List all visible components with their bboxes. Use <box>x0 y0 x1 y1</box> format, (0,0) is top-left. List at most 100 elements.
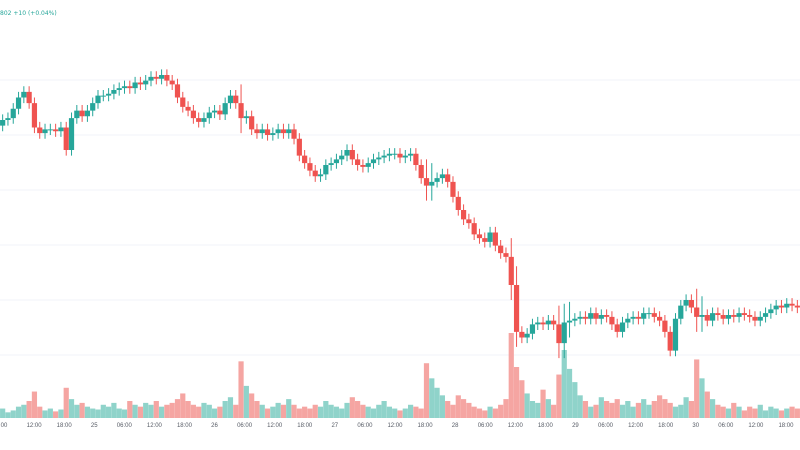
volume-bar <box>651 401 657 418</box>
candle-body <box>222 103 228 115</box>
candle-body <box>127 86 133 89</box>
candle-body <box>328 163 334 165</box>
candle-body <box>551 320 557 325</box>
volume-bar <box>741 410 747 418</box>
x-tick-label: 18:00 <box>778 423 794 429</box>
volume-bar <box>190 404 196 418</box>
candle-body <box>619 322 626 332</box>
volume-bar <box>312 404 318 418</box>
candle-body <box>365 163 371 167</box>
volume-bar <box>646 404 652 418</box>
volume-bar <box>593 404 599 418</box>
volume-bar <box>100 404 106 418</box>
volume-bar <box>291 404 297 418</box>
volume-bar <box>503 399 509 418</box>
volume-bar <box>445 401 451 418</box>
volume-bar <box>127 401 133 418</box>
volume-bar <box>773 408 779 418</box>
candle-body <box>53 129 59 132</box>
candle-body <box>641 313 647 319</box>
x-tick-label: 18:00 <box>297 423 313 429</box>
chart-grid <box>0 79 800 356</box>
volume-bar <box>455 395 461 418</box>
volume-bar <box>625 401 631 418</box>
volume-bar <box>365 406 371 418</box>
volume-bar <box>259 404 265 418</box>
volume-bar <box>249 393 255 418</box>
candle-body <box>683 300 689 306</box>
volume-bar <box>429 378 435 418</box>
candle-body <box>196 118 202 122</box>
candle-body <box>566 320 573 323</box>
volume-bar <box>619 404 626 418</box>
volume-bar <box>423 363 430 418</box>
volume-bar <box>556 374 562 418</box>
candle-body <box>662 320 668 332</box>
volume-bar <box>709 399 716 418</box>
candle-body <box>243 116 249 119</box>
volume-bar <box>720 406 726 418</box>
volume-bar <box>270 406 276 418</box>
candle-body <box>74 110 80 119</box>
volume-bar <box>158 406 165 418</box>
volume-bar <box>577 395 583 418</box>
candle-body <box>572 318 578 321</box>
volume-bar <box>752 408 758 418</box>
volume-bar <box>47 408 53 418</box>
candle-body <box>482 238 488 242</box>
candle-body <box>540 322 546 325</box>
volume-bar <box>106 406 112 418</box>
volume-bar <box>201 402 207 418</box>
volume-bar <box>657 395 663 418</box>
volume-bar <box>397 410 403 418</box>
x-tick-label: 06:00 <box>718 423 734 429</box>
candle-body <box>513 285 520 332</box>
x-tick-label: 06:00 <box>117 423 133 429</box>
candle-body <box>678 305 684 319</box>
volume-bars <box>0 333 800 418</box>
x-tick-label: 12:00 <box>27 423 43 429</box>
candle-body <box>164 75 170 81</box>
x-tick-label: 25 <box>91 423 98 429</box>
candle-body <box>386 153 393 156</box>
candle-body <box>233 95 239 104</box>
candle-body <box>630 316 636 319</box>
candle-body <box>111 90 117 94</box>
volume-bar <box>747 406 753 418</box>
volume-bar <box>174 399 181 418</box>
candle-body <box>47 129 53 131</box>
volume-bar <box>68 399 75 418</box>
candle-body <box>174 84 181 98</box>
volume-bar <box>275 402 281 418</box>
candle-body <box>460 210 467 220</box>
candle-body <box>37 127 43 134</box>
candle-body <box>757 316 763 321</box>
candle-body <box>498 245 504 254</box>
volume-bar <box>413 406 419 418</box>
candle-body <box>132 82 138 89</box>
volume-bar <box>84 406 91 418</box>
candle-body <box>487 232 493 242</box>
x-tick-label: 00 <box>1 423 8 429</box>
volume-bar <box>551 404 557 418</box>
candle-body <box>227 95 234 104</box>
volume-bar <box>302 406 308 418</box>
price-value: 802 <box>0 10 12 17</box>
volume-bar <box>704 391 710 418</box>
volume-bar <box>731 402 737 418</box>
volume-bar <box>164 404 170 418</box>
volume-bar <box>524 393 530 418</box>
volume-bar <box>355 401 361 418</box>
volume-bar <box>243 385 249 418</box>
candle-body <box>95 95 101 104</box>
volume-bar <box>662 399 668 418</box>
x-tick-label: 26 <box>211 423 218 429</box>
candle-body <box>561 322 567 344</box>
x-tick-label: 28 <box>452 423 459 429</box>
volume-bar <box>386 406 393 418</box>
volume-bar <box>466 402 472 418</box>
candle-body <box>593 313 599 319</box>
candle-body <box>106 93 112 96</box>
volume-bar <box>498 404 504 418</box>
